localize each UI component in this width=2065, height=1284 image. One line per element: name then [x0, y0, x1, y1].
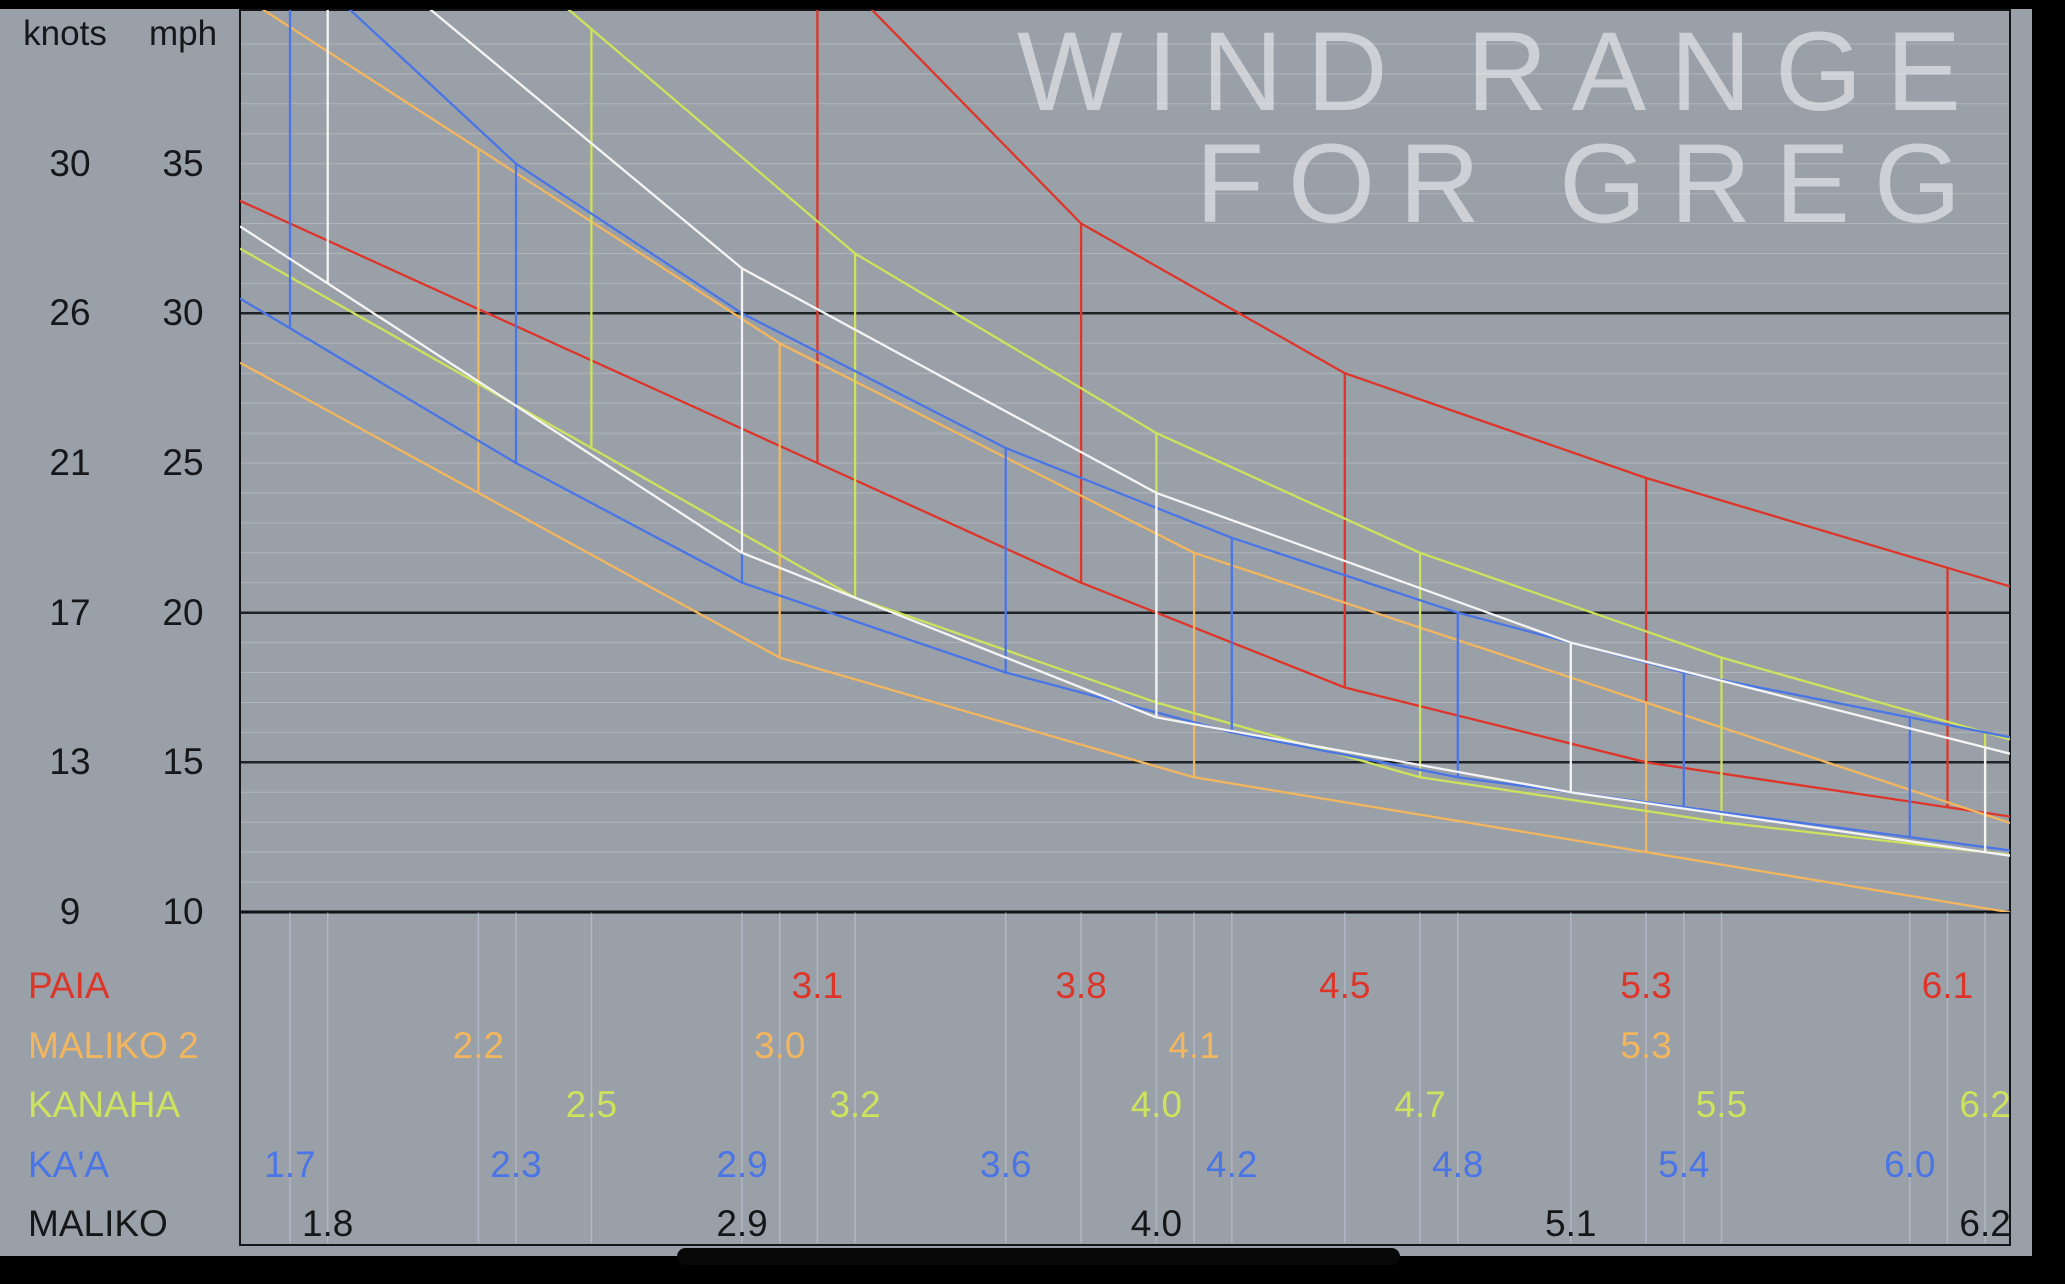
sail-size-label-ka-a: 2.9 — [716, 1143, 768, 1185]
y-axis-mph-label: 20 — [162, 591, 204, 633]
sail-size-label-kanaha: 6.2 — [1959, 1084, 2011, 1125]
y-axis-knots-label: 30 — [49, 142, 91, 184]
y-axis-knots-label: 26 — [49, 292, 91, 334]
video-scrubber-bar[interactable] — [677, 1248, 1400, 1265]
sail-size-label-kanaha: 2.5 — [565, 1084, 618, 1125]
series-label-maliko-2: MALIKO 2 — [28, 1024, 199, 1066]
y-axis-mph-label: 25 — [162, 442, 204, 483]
sail-size-label-maliko-2: 5.3 — [1620, 1024, 1672, 1066]
series-label-kanaha: KANAHA — [28, 1084, 181, 1125]
y-axis-unit-knots: knots — [23, 14, 107, 53]
y-axis-knots-label: 13 — [49, 741, 91, 783]
sail-size-label-maliko-2: 4.1 — [1168, 1024, 1220, 1066]
sail-size-label-maliko: 5.1 — [1545, 1203, 1597, 1244]
y-axis-knots-label: 17 — [49, 591, 91, 633]
sail-size-label-ka-a: 2.3 — [490, 1143, 542, 1185]
series-label-maliko: MALIKO — [28, 1203, 168, 1244]
y-axis-unit-mph: mph — [148, 14, 218, 53]
letterbox-right — [2032, 0, 2065, 1284]
y-axis-mph-label: 30 — [162, 292, 204, 334]
sail-size-label-kanaha: 3.2 — [829, 1084, 881, 1125]
y-axis-knots-label: 21 — [49, 442, 91, 483]
sail-size-label-ka-a: 3.6 — [980, 1143, 1032, 1185]
sail-size-label-ka-a: 5.4 — [1658, 1143, 1710, 1185]
y-axis-mph-label: 15 — [162, 741, 204, 783]
sail-size-label-kanaha: 4.7 — [1394, 1084, 1446, 1125]
y-axis-knots-label: 9 — [59, 891, 81, 932]
sail-size-label-paia: 4.5 — [1319, 965, 1371, 1006]
sail-size-label-maliko: 6.2 — [1959, 1203, 2011, 1244]
series-label-paia: PAIA — [28, 965, 110, 1006]
y-axis-mph-label: 10 — [162, 891, 204, 932]
letterbox-top — [0, 0, 2065, 9]
sail-size-label-kanaha: 4.0 — [1130, 1084, 1183, 1125]
sail-size-label-ka-a: 4.2 — [1206, 1143, 1258, 1185]
sail-size-label-ka-a: 6.0 — [1884, 1143, 1936, 1185]
watermark-title: WIND RANGE FOR GREG — [1017, 16, 1985, 240]
sail-size-label-maliko-2: 3.0 — [753, 1024, 806, 1066]
sail-size-label-paia: 3.8 — [1055, 965, 1107, 1006]
sail-size-label-paia: 5.3 — [1620, 965, 1672, 1006]
series-label-ka-a: KA'A — [28, 1143, 110, 1185]
sail-size-label-maliko-2: 2.2 — [452, 1024, 505, 1066]
watermark-line2: FOR GREG — [1195, 121, 1985, 246]
sail-size-label-maliko: 2.9 — [716, 1203, 768, 1244]
sail-size-label-paia: 6.1 — [1921, 965, 1974, 1006]
y-axis-mph-label: 35 — [162, 142, 204, 184]
sail-size-label-ka-a: 4.8 — [1432, 1143, 1484, 1185]
sail-size-label-maliko: 1.8 — [301, 1203, 354, 1244]
watermark-line1: WIND RANGE — [1017, 9, 1985, 134]
sail-size-label-kanaha: 5.5 — [1695, 1084, 1748, 1125]
sail-size-label-ka-a: 1.7 — [264, 1143, 316, 1185]
sail-size-label-maliko: 4.0 — [1130, 1203, 1183, 1244]
sail-size-label-paia: 3.1 — [791, 965, 844, 1006]
